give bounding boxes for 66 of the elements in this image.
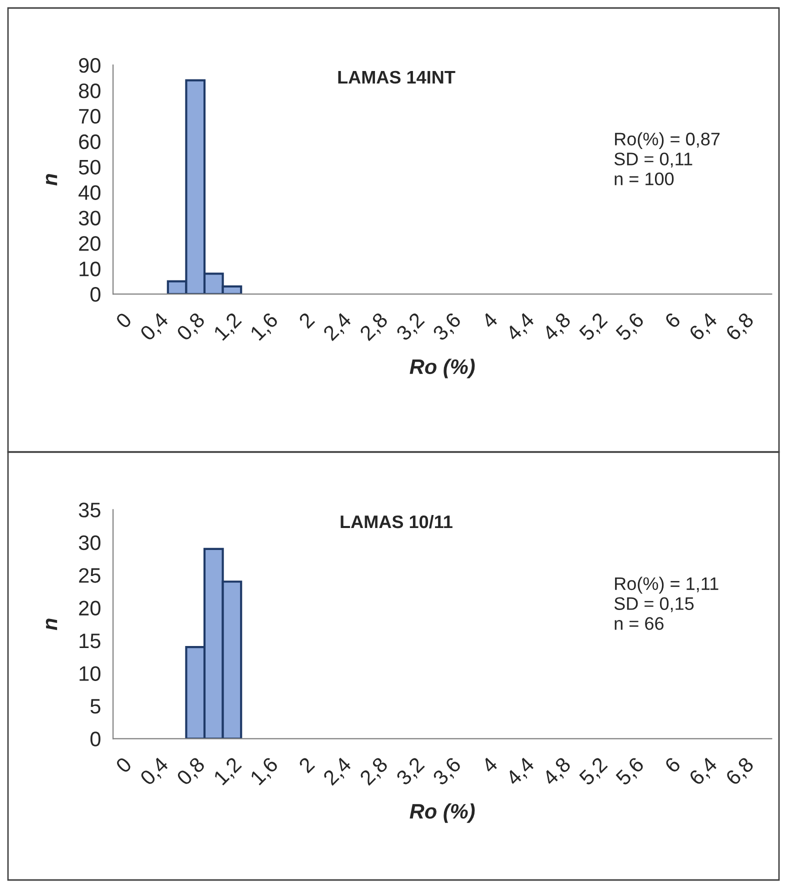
x-tick-label: 0 <box>114 756 132 774</box>
x-tick-label: 4,8 <box>542 756 574 788</box>
x-tick-label: 3,6 <box>432 756 464 788</box>
x-tick-label: 6,4 <box>688 756 720 788</box>
x-tick-label: 2,4 <box>322 312 354 343</box>
y-tick-label: 0 <box>90 287 100 302</box>
y-tick-label: 30 <box>78 210 100 226</box>
x-axis-title: Ro (%) <box>410 358 475 378</box>
x-tick-label: 6 <box>664 756 682 774</box>
annotation: n = 66 <box>614 617 664 630</box>
y-tick-label: 15 <box>80 634 100 648</box>
y-tick-label: 40 <box>78 185 100 200</box>
x-tick-label: 6,8 <box>724 312 756 343</box>
x-tick-label: 3,2 <box>395 756 427 788</box>
x-tick-label: 2 <box>298 756 316 774</box>
x-tick-label: 5,2 <box>578 756 610 788</box>
y-tick-label: 30 <box>78 535 100 550</box>
x-tick-label: 5,6 <box>614 756 646 788</box>
annotation: SD = 0,15 <box>614 597 694 612</box>
x-tick-label: 4,4 <box>505 312 537 344</box>
x-tick-label: 4,8 <box>542 312 574 344</box>
y-tick-label: 70 <box>79 108 100 124</box>
chart-title: LAMAS 10/11 <box>340 514 452 528</box>
x-tick-label: 2,8 <box>358 312 390 343</box>
x-tick-label: 0,8 <box>176 756 208 788</box>
annotation: Ro(%) = 0,87 <box>615 132 720 150</box>
annotation: Ro(%) = 1,11 <box>615 576 718 594</box>
y-tick-label: 50 <box>78 160 100 175</box>
x-tick-label: 1,6 <box>250 312 280 343</box>
y-tick-label: 20 <box>79 600 100 616</box>
x-tick-label: 3,6 <box>432 312 464 344</box>
x-tick-label: 1,6 <box>250 756 280 788</box>
y-tick-label: 0 <box>90 732 100 746</box>
annotation: SD = 0,11 <box>614 152 692 168</box>
x-tick-label: 2,8 <box>358 756 390 788</box>
y-tick-label: 10 <box>80 262 100 276</box>
chart-title: LAMAS 14INT <box>338 70 456 84</box>
y-axis-title: n <box>46 618 58 630</box>
x-tick-label: 0,8 <box>176 312 208 344</box>
x-tick-label: 2,4 <box>322 756 354 788</box>
x-tick-label: 3,2 <box>395 312 427 344</box>
x-tick-label: 6,8 <box>724 756 756 788</box>
y-tick-label: 60 <box>79 134 100 150</box>
y-tick-label: 80 <box>78 83 100 98</box>
y-tick-label: 20 <box>79 236 100 251</box>
x-tick-label: 6,4 <box>688 312 720 343</box>
y-tick-label: 10 <box>80 666 100 681</box>
x-tick-label: 4,4 <box>505 756 537 788</box>
x-tick-label: 4 <box>480 312 498 330</box>
x-tick-label: 1,2 <box>212 756 244 788</box>
x-tick-label: 5,2 <box>578 312 610 344</box>
x-tick-label: 0,4 <box>139 312 171 344</box>
x-tick-label: 2 <box>298 312 316 329</box>
x-tick-label: 0,4 <box>139 756 171 788</box>
y-tick-label: 90 <box>79 58 100 73</box>
y-tick-label: 25 <box>79 568 100 583</box>
x-axis-title: Ro (%) <box>410 803 475 823</box>
x-tick-label: 1,2 <box>212 312 244 343</box>
y-tick-label: 35 <box>78 502 100 518</box>
y-tick-label: 5 <box>90 699 100 714</box>
x-tick-label: 4 <box>480 756 498 774</box>
x-tick-label: 6 <box>664 312 682 329</box>
y-axis-title: n <box>46 174 58 186</box>
annotation: n = 100 <box>614 172 674 186</box>
x-tick-label: 5,6 <box>614 312 646 344</box>
x-tick-label: 0 <box>114 312 132 330</box>
